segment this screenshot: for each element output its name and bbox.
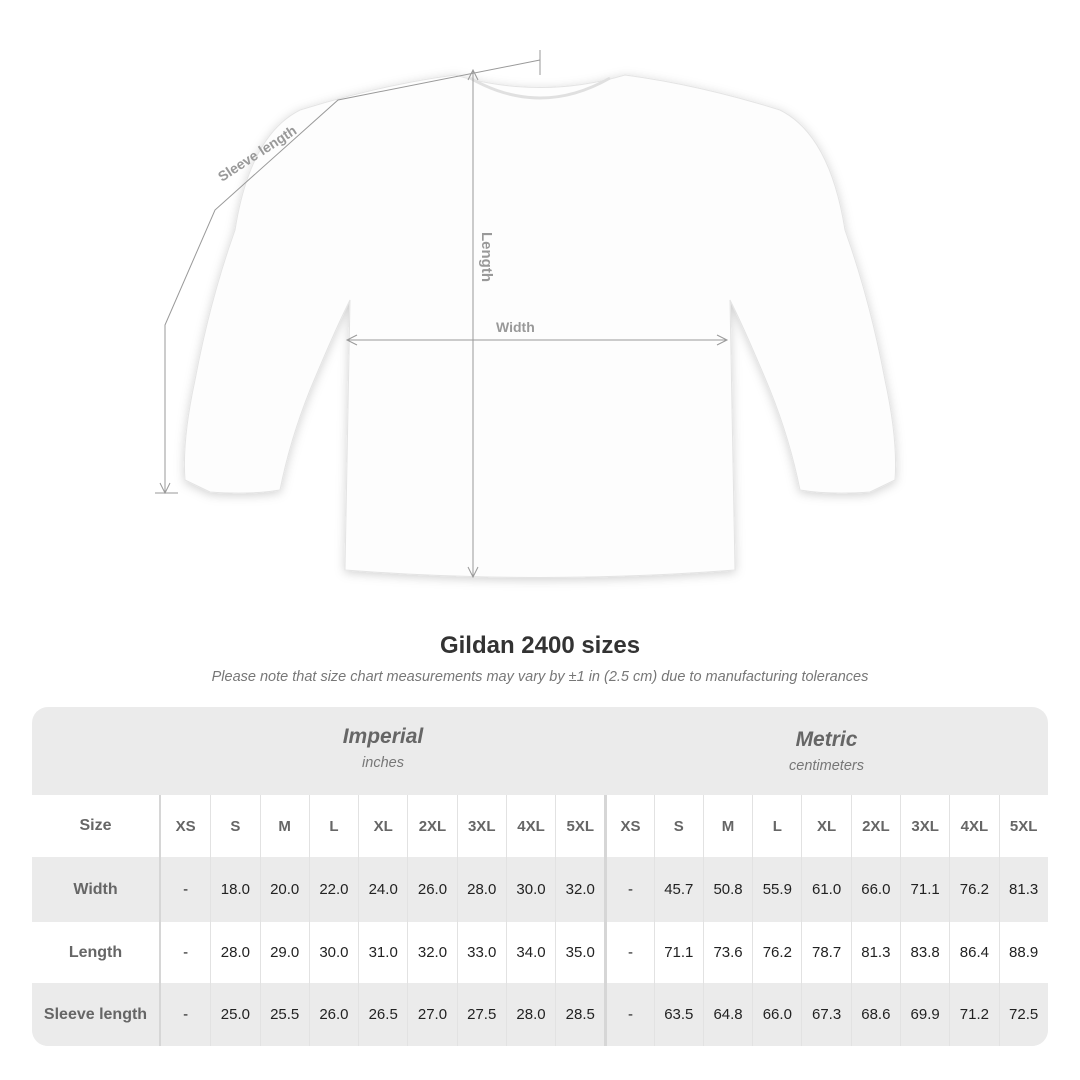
size-header-cell: M <box>259 795 309 857</box>
imperial-value-cell: 30.0 <box>505 857 555 922</box>
metric-value-cell: 67.3 <box>801 983 850 1046</box>
shirt-diagram: Sleeve length Length Width <box>155 50 897 579</box>
metric-value-cell: 73.6 <box>702 922 752 983</box>
imperial-value-cell: 35.0 <box>555 922 604 983</box>
size-header-cell: S <box>653 795 703 857</box>
metric-value-cell: 66.0 <box>850 857 900 922</box>
imperial-header: Imperial inches <box>161 707 605 795</box>
imperial-unit: inches <box>362 755 404 771</box>
imperial-value-cell: 33.0 <box>456 922 506 983</box>
size-header-cell: 4XL <box>505 795 555 857</box>
metric-value-cell: 81.3 <box>998 857 1048 922</box>
measurement-lines <box>155 50 729 579</box>
imperial-value-cell: 25.5 <box>259 983 309 1046</box>
size-header-cell: XS <box>175 817 196 835</box>
imperial-value-cell: 34.0 <box>505 922 555 983</box>
imperial-value-cell: 32.0 <box>555 857 604 922</box>
metric-value-cell: 72.5 <box>998 983 1048 1046</box>
imperial-value-cell: 29.0 <box>259 922 309 983</box>
tolerance-note: Please note that size chart measurements… <box>211 669 869 685</box>
metric-value-cell: 64.8 <box>702 983 752 1046</box>
imperial-value-cell: 26.5 <box>358 983 407 1046</box>
metric-value-cell: - <box>604 922 653 983</box>
size-header-cell: 2XL <box>850 795 900 857</box>
imperial-value-cell: 22.0 <box>308 857 358 922</box>
metric-value-cell: - <box>604 857 653 922</box>
metric-value-cell: - <box>604 983 653 1046</box>
metric-value-cell: 50.8 <box>702 857 752 922</box>
metric-value-cell: 71.1 <box>899 857 949 922</box>
size-table: Imperial inches Metric centimeters Size X… <box>32 707 1048 1046</box>
row-label: Sleeve length <box>32 983 161 1046</box>
metric-value-cell: 81.3 <box>850 922 900 983</box>
metric-value-cell: 78.7 <box>801 922 850 983</box>
imperial-value-cell: 25.0 <box>210 983 259 1046</box>
imperial-value-cell: 26.0 <box>308 983 358 1046</box>
imperial-value-cell: 32.0 <box>407 922 456 983</box>
length-label: Length <box>478 232 495 282</box>
metric-value-cell: 66.0 <box>752 983 801 1046</box>
metric-value-cell: 71.2 <box>949 983 998 1046</box>
size-header-cell: XS <box>604 795 653 857</box>
size-header-cell: XL <box>801 795 850 857</box>
imperial-value-cell: - <box>183 944 189 961</box>
table-row: Length -28.0 29.0 30.0 31.0 32.0 33.0 34.0 35.0-… <box>32 922 1048 983</box>
imperial-title: Imperial <box>342 725 424 748</box>
table-row: Sleeve length -25.0 25.5 26.0 26.5 27.0 27.5 28… <box>32 983 1048 1046</box>
imperial-value-cell: 28.0 <box>456 857 506 922</box>
size-header-cell: 3XL <box>456 795 506 857</box>
size-header-cell: 4XL <box>949 795 998 857</box>
metric-value-cell: 71.1 <box>653 922 703 983</box>
metric-value-cell: 83.8 <box>899 922 949 983</box>
row-label: Length <box>32 922 161 983</box>
row-label: Width <box>32 857 161 922</box>
imperial-value-cell: 28.0 <box>505 983 555 1046</box>
table-row: Width -18.0 20.0 22.0 24.0 26.0 28.0 30.0 32.0-4… <box>32 857 1048 922</box>
size-header-cell: 3XL <box>899 795 949 857</box>
imperial-value-cell: 28.0 <box>210 922 259 983</box>
size-header-cell: 5XL <box>555 795 604 857</box>
metric-value-cell: 45.7 <box>653 857 703 922</box>
metric-value-cell: 61.0 <box>801 857 850 922</box>
metric-value-cell: 55.9 <box>752 857 801 922</box>
imperial-value-cell: - <box>183 1006 189 1023</box>
size-header-cell: 2XL <box>407 795 456 857</box>
metric-title: Metric <box>795 728 858 751</box>
imperial-value-cell: 18.0 <box>210 857 259 922</box>
size-header-cell: L <box>308 795 358 857</box>
size-header-cell: L <box>752 795 801 857</box>
size-header-cell: M <box>702 795 752 857</box>
page-title: Gildan 2400 sizes <box>439 632 641 659</box>
size-header-cell: S <box>210 795 259 857</box>
size-header-cell: 5XL <box>998 795 1048 857</box>
metric-value-cell: 76.2 <box>752 922 801 983</box>
imperial-value-cell: 27.5 <box>456 983 506 1046</box>
size-header-cell: XL <box>358 795 407 857</box>
long-sleeve-shirt <box>183 74 897 578</box>
imperial-value-cell: 28.5 <box>555 983 604 1046</box>
imperial-value-cell: 20.0 <box>259 857 309 922</box>
metric-value-cell: 69.9 <box>899 983 949 1046</box>
imperial-value-cell: - <box>183 881 189 898</box>
metric-unit: centimeters <box>789 758 864 774</box>
imperial-value-cell: 26.0 <box>407 857 456 922</box>
size-label: Size <box>32 795 161 857</box>
metric-value-cell: 76.2 <box>949 857 998 922</box>
imperial-value-cell: 30.0 <box>308 922 358 983</box>
imperial-value-cell: 24.0 <box>358 857 407 922</box>
imperial-value-cell: 31.0 <box>358 922 407 983</box>
width-label: Width <box>496 319 535 335</box>
size-header-row: Size XS S M L XL 2XL 3XL 4XL 5XL XS S M L XL 2XL 3XL 4XL 5… <box>32 795 1048 857</box>
imperial-value-cell: 27.0 <box>407 983 456 1046</box>
metric-value-cell: 88.9 <box>998 922 1048 983</box>
metric-header: Metric centimeters <box>605 707 1048 795</box>
metric-value-cell: 63.5 <box>653 983 703 1046</box>
metric-value-cell: 68.6 <box>850 983 900 1046</box>
metric-value-cell: 86.4 <box>949 922 998 983</box>
